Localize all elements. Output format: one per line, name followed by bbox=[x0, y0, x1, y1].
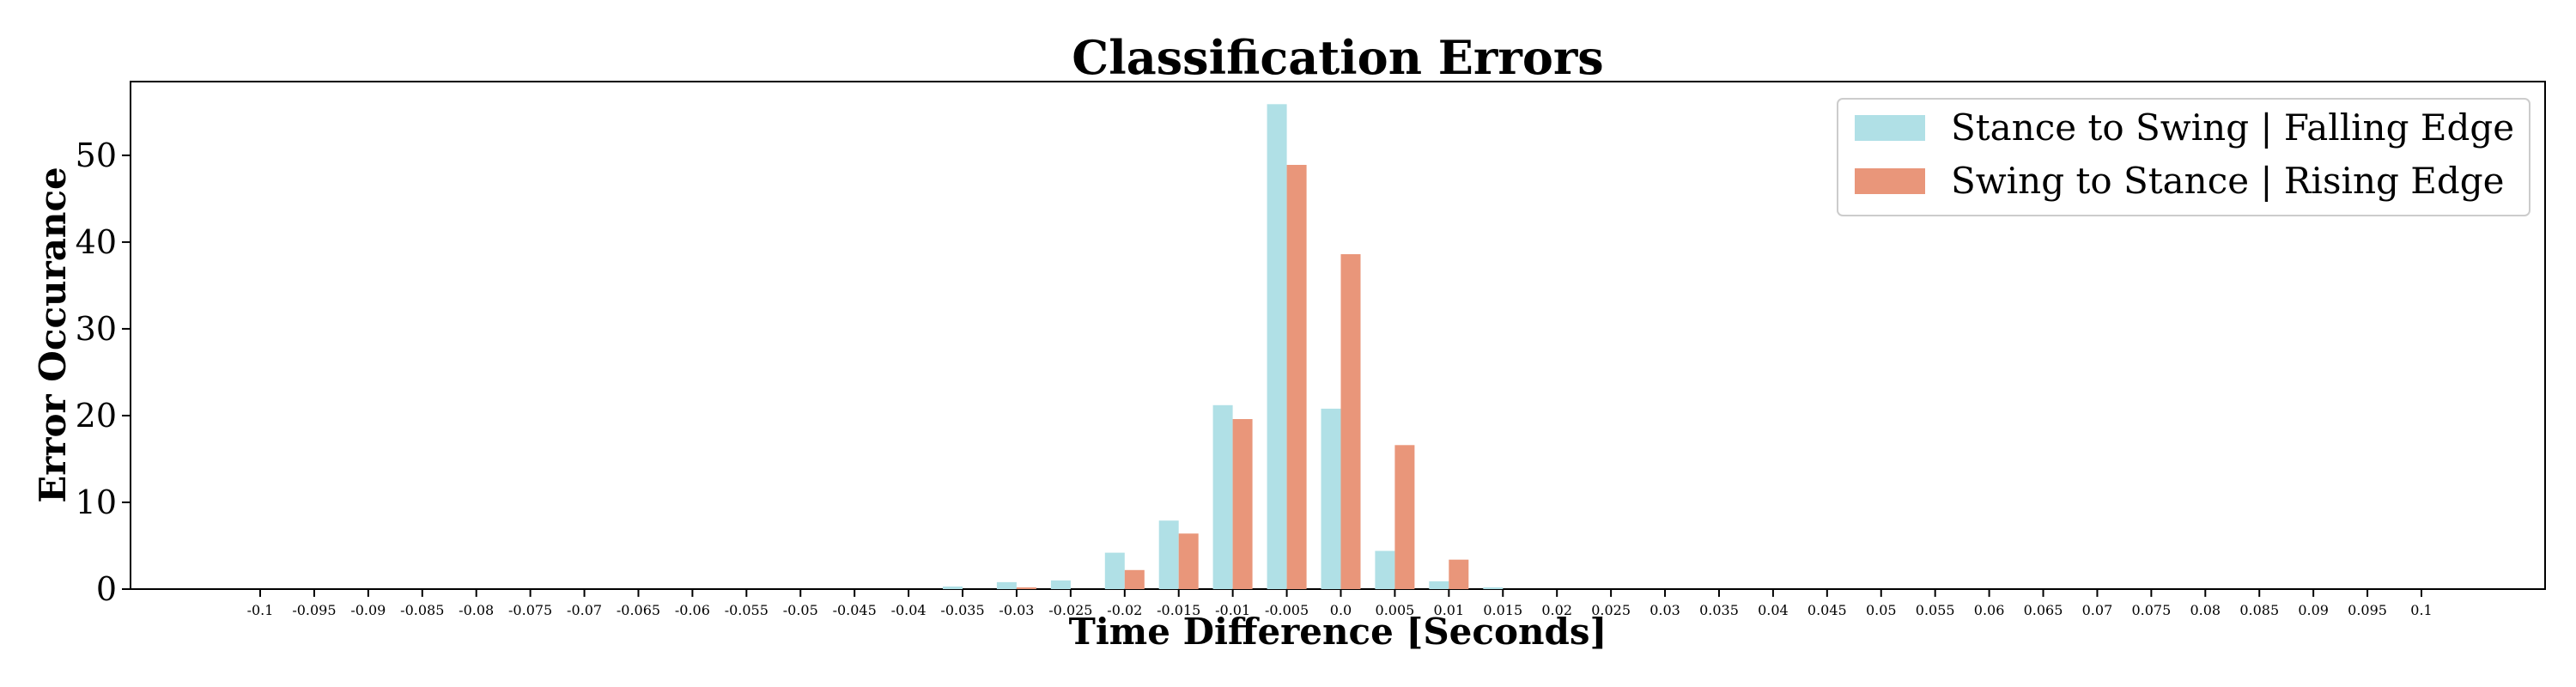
bar-rising--0.015 bbox=[1178, 533, 1199, 589]
x-tick-label: -0.02 bbox=[1107, 602, 1142, 618]
legend-label-rising: Swing to Stance | Rising Edge bbox=[1951, 160, 2505, 202]
x-tick-label: 0.08 bbox=[2190, 602, 2221, 618]
bar-falling-0.015 bbox=[1483, 587, 1504, 589]
bar-falling--0.035 bbox=[943, 587, 963, 589]
bar-falling--0.01 bbox=[1212, 404, 1233, 589]
x-tick-label: 0.005 bbox=[1376, 602, 1415, 618]
x-tick-label: -0.025 bbox=[1048, 602, 1092, 618]
x-tick-label: -0.05 bbox=[783, 602, 818, 618]
x-tick-label: 0.06 bbox=[1974, 602, 2005, 618]
x-tick-label: 0.055 bbox=[1916, 602, 1955, 618]
bar-rising-0.01 bbox=[1449, 559, 1469, 589]
x-tick-label: -0.035 bbox=[940, 602, 984, 618]
y-tick-label: 10 bbox=[76, 483, 117, 521]
bar-rising--0.005 bbox=[1286, 165, 1307, 589]
x-tick-label: 0.045 bbox=[1807, 602, 1847, 618]
x-tick-label: -0.085 bbox=[400, 602, 444, 618]
x-axis: -0.1 -0.095 -0.09 -0.085 -0.08 -0.075 -0.07 -0.… bbox=[247, 589, 2433, 618]
x-tick-label: -0.065 bbox=[617, 602, 660, 618]
x-tick-label: -0.1 bbox=[247, 602, 274, 618]
x-tick-label: -0.015 bbox=[1157, 602, 1200, 618]
x-tick-label: 0.065 bbox=[2024, 602, 2063, 618]
x-tick-label: -0.03 bbox=[999, 602, 1034, 618]
x-tick-label: 0.09 bbox=[2298, 602, 2329, 618]
x-axis-label: Time Difference [Seconds] bbox=[1069, 611, 1607, 653]
x-tick-label: 0.01 bbox=[1434, 602, 1465, 618]
bar-falling--0.015 bbox=[1158, 520, 1179, 589]
bar-falling--0.03 bbox=[996, 581, 1017, 589]
bar-falling--0.02 bbox=[1104, 552, 1125, 589]
x-tick-label: 0.0 bbox=[1330, 602, 1352, 618]
x-tick-label: -0.095 bbox=[292, 602, 336, 618]
x-tick-label: -0.075 bbox=[508, 602, 552, 618]
y-tick-label: 20 bbox=[76, 397, 117, 435]
x-tick-label: -0.07 bbox=[567, 602, 602, 618]
x-tick-label: -0.045 bbox=[833, 602, 877, 618]
bar-falling-0.01 bbox=[1429, 581, 1449, 589]
x-tick-label: 0.085 bbox=[2239, 602, 2279, 618]
bar-rising--0.03 bbox=[1016, 587, 1036, 589]
bar-rising-0.005 bbox=[1394, 445, 1415, 589]
x-tick-label: -0.09 bbox=[350, 602, 386, 618]
x-tick-label: -0.08 bbox=[459, 602, 494, 618]
legend-box bbox=[1837, 98, 2530, 216]
legend-swatch-falling bbox=[1855, 115, 1925, 141]
x-tick-label: -0.005 bbox=[1265, 602, 1309, 618]
legend-label-falling: Stance to Swing | Falling Edge bbox=[1951, 106, 2514, 149]
y-tick-label: 50 bbox=[76, 137, 117, 174]
chart-title: Classification Errors bbox=[1072, 30, 1603, 85]
bar-falling-0.005 bbox=[1375, 550, 1395, 589]
x-tick-label: -0.01 bbox=[1215, 602, 1250, 618]
y-tick-label: 0 bbox=[96, 570, 117, 608]
x-tick-label: 0.05 bbox=[1866, 602, 1897, 618]
x-tick-label: 0.02 bbox=[1541, 602, 1572, 618]
y-axis-label: Error Occurance bbox=[32, 167, 74, 502]
y-tick-label: 30 bbox=[76, 310, 117, 348]
bars-group bbox=[943, 104, 1504, 590]
bar-falling--0.005 bbox=[1267, 104, 1287, 590]
bar-rising-0.0 bbox=[1340, 254, 1361, 589]
x-tick-label: 0.07 bbox=[2082, 602, 2113, 618]
y-axis: 0 10 20 30 40 50 bbox=[76, 137, 131, 608]
x-tick-label: 0.025 bbox=[1591, 602, 1631, 618]
x-tick-label: -0.06 bbox=[675, 602, 710, 618]
y-tick-label: 40 bbox=[76, 223, 117, 261]
legend-swatch-rising bbox=[1855, 168, 1925, 194]
x-tick-label: 0.015 bbox=[1483, 602, 1522, 618]
x-tick-label: -0.04 bbox=[891, 602, 927, 618]
x-tick-label: 0.095 bbox=[2348, 602, 2387, 618]
bar-rising--0.01 bbox=[1232, 419, 1253, 589]
x-tick-label: 0.03 bbox=[1649, 602, 1680, 618]
x-tick-label: 0.1 bbox=[2410, 602, 2432, 618]
x-tick-label: -0.055 bbox=[725, 602, 769, 618]
x-tick-label: 0.035 bbox=[1699, 602, 1739, 618]
legend: Stance to Swing | Falling Edge Swing to … bbox=[1837, 98, 2530, 216]
bar-rising--0.02 bbox=[1124, 569, 1145, 589]
bar-falling-0.0 bbox=[1321, 408, 1341, 589]
x-tick-label: 0.04 bbox=[1758, 602, 1789, 618]
x-tick-label: 0.075 bbox=[2131, 602, 2171, 618]
bar-falling--0.025 bbox=[1050, 580, 1071, 589]
